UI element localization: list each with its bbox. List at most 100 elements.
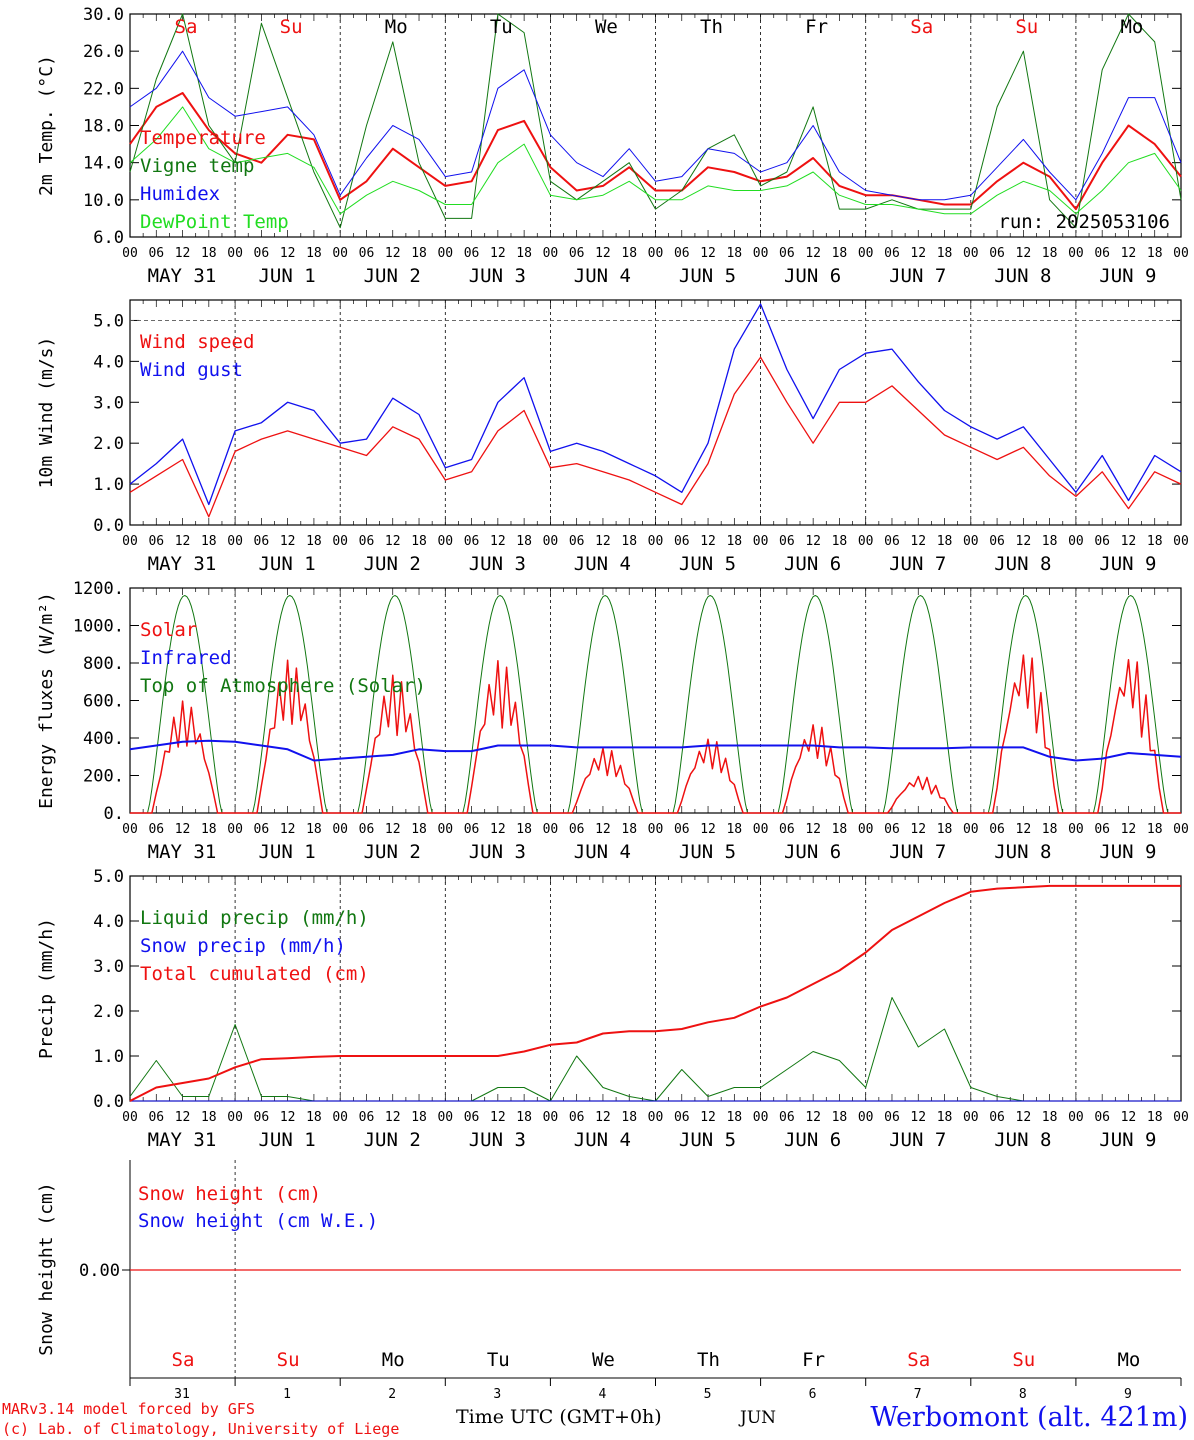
date-label: JUN 3 (469, 265, 526, 287)
y-tick-label: 14.0 (83, 154, 124, 174)
hour-tick-label: 06 (674, 1110, 690, 1125)
hour-tick-label: 18 (1147, 534, 1163, 549)
hour-tick-label: 18 (306, 246, 322, 261)
snow-legend-0: Snow height (cm) (138, 1183, 321, 1205)
date-label: JUN 4 (574, 265, 631, 287)
hour-tick-label: 18 (201, 1110, 217, 1125)
hour-tick-label: 12 (490, 246, 506, 261)
date-label: JUN 1 (258, 553, 315, 575)
temperature-panel: 6.0 10.0 14.0 18.0 22.0 26.0 30.0 2m Temp. (°C)… (36, 5, 1189, 287)
hour-tick-label: 06 (674, 822, 690, 837)
hour-tick-label: 00 (648, 246, 664, 261)
y-tick-label: 5.0 (93, 311, 124, 331)
hour-tick-label: 18 (516, 246, 532, 261)
date-label: JUN 3 (469, 1129, 526, 1151)
run-label: run: 2025053106 (998, 211, 1170, 233)
date-label: JUN 7 (889, 553, 946, 575)
date-label: JUN 3 (469, 841, 526, 863)
temperature-legend-2: Humidex (140, 183, 220, 205)
temperature-legend-1: Vigne temp (140, 155, 254, 177)
day-number-label: 1 (283, 1387, 291, 1402)
hour-tick-label: 12 (175, 822, 191, 837)
hour-tick-label: 18 (306, 1110, 322, 1125)
hour-tick-label: 18 (201, 822, 217, 837)
hour-tick-label: 00 (963, 1110, 979, 1125)
date-label: JUN 8 (994, 553, 1051, 575)
hour-tick-label: 00 (437, 822, 453, 837)
date-label: JUN 7 (889, 841, 946, 863)
energy-legend-2: Top of Atmosphere (Solar) (140, 675, 426, 697)
precip-panel: 0.0 1.0 2.0 3.0 4.0 5.0 Precip (mm/h) 00 06 12 18 M… (36, 867, 1189, 1151)
hour-tick-label: 12 (1016, 534, 1032, 549)
day-number-label: 7 (914, 1387, 922, 1402)
date-label: JUN 9 (1099, 553, 1156, 575)
hour-tick-label: 00 (227, 822, 243, 837)
hour-tick-label: 12 (280, 1110, 296, 1125)
hour-tick-label: 18 (937, 246, 953, 261)
hour-tick-label: 00 (332, 822, 348, 837)
hour-tick-label: 00 (858, 534, 874, 549)
temperature-frame (129, 13, 1182, 238)
date-label: JUN 8 (994, 841, 1051, 863)
hour-tick-label: 18 (832, 534, 848, 549)
hour-tick-label: 06 (569, 246, 585, 261)
hour-tick-label: 00 (1068, 534, 1084, 549)
hour-tick-label: 06 (359, 1110, 375, 1125)
date-label: MAY 31 (148, 553, 217, 575)
y-tick-label: 26.0 (83, 42, 124, 62)
time-axis-label: Time UTC (GMT+0h) (456, 1406, 662, 1428)
hour-tick-label: 06 (1094, 246, 1110, 261)
hour-tick-label: 06 (779, 1110, 795, 1125)
hour-tick-label: 12 (1121, 246, 1137, 261)
date-label: MAY 31 (148, 841, 217, 863)
date-label: JUN 7 (889, 1129, 946, 1151)
day-number-label: 31 (174, 1387, 190, 1402)
hour-tick-label: 18 (621, 534, 637, 549)
hour-tick-label: 12 (595, 246, 611, 261)
hour-tick-label: 06 (884, 1110, 900, 1125)
hour-tick-label: 12 (595, 822, 611, 837)
hour-tick-label: 00 (227, 1110, 243, 1125)
hour-tick-label: 00 (1173, 822, 1189, 837)
precip-legend-0: Liquid precip (mm/h) (140, 907, 369, 929)
hour-tick-label: 00 (753, 822, 769, 837)
y-tick-label: 0.0 (93, 1092, 124, 1112)
hour-tick-label: 06 (148, 1110, 164, 1125)
hour-tick-label: 00 (648, 534, 664, 549)
y-tick-label: 400. (83, 729, 124, 749)
wind-legend-0: Wind speed (140, 331, 254, 353)
hour-tick-label: 06 (359, 534, 375, 549)
series-line-light_green (129, 106, 1182, 215)
hour-tick-label: 12 (1121, 822, 1137, 837)
weekday-label-bottom: Th (697, 1349, 720, 1371)
y-tick-label: 1200. (73, 579, 124, 599)
hour-tick-label: 00 (437, 1110, 453, 1125)
date-label: JUN 2 (364, 553, 421, 575)
hour-tick-label: 12 (1016, 246, 1032, 261)
date-label: JUN 5 (679, 553, 736, 575)
energy-legend-1: Infrared (140, 647, 232, 669)
date-label: JUN 7 (889, 265, 946, 287)
hour-tick-label: 00 (122, 534, 138, 549)
hour-tick-label: 18 (1147, 246, 1163, 261)
hour-tick-label: 00 (437, 534, 453, 549)
hour-tick-label: 12 (805, 1110, 821, 1125)
weekday-label-top: Su (1015, 16, 1038, 38)
y-tick-label: 22.0 (83, 79, 124, 99)
hour-tick-label: 00 (122, 822, 138, 837)
hour-tick-label: 18 (832, 822, 848, 837)
hour-tick-label: 06 (148, 822, 164, 837)
hour-tick-label: 00 (753, 1110, 769, 1125)
date-label: JUN 9 (1099, 841, 1156, 863)
station-label: Werbomont (alt. 421m) (870, 1402, 1188, 1433)
hour-tick-label: 06 (464, 822, 480, 837)
hour-tick-label: 18 (832, 246, 848, 261)
hour-tick-label: 12 (910, 1110, 926, 1125)
snow-legend-1: Snow height (cm W.E.) (138, 1210, 378, 1232)
hour-tick-label: 00 (332, 534, 348, 549)
y-tick-label: 6.0 (93, 228, 124, 248)
hour-tick-label: 18 (726, 246, 742, 261)
weekday-label-top: Su (280, 16, 303, 38)
hour-tick-label: 18 (1042, 246, 1058, 261)
